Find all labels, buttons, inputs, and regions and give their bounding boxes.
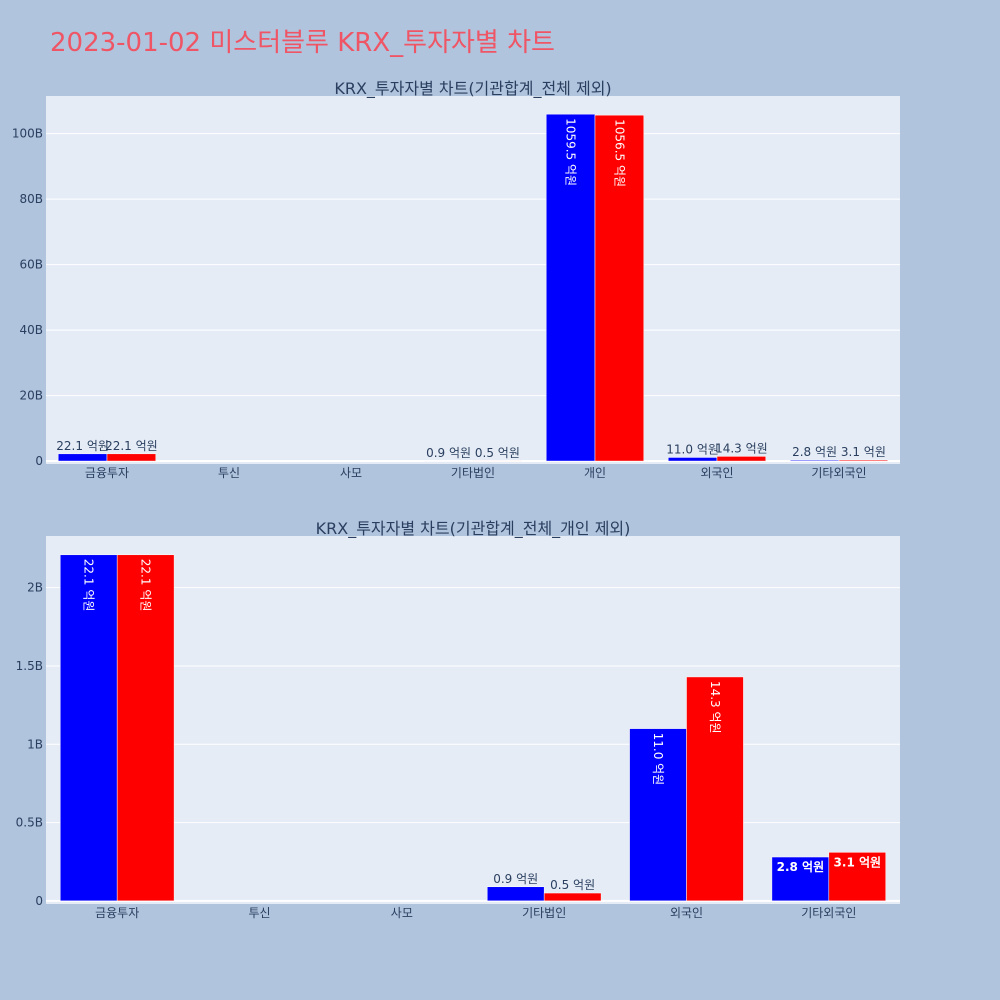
- data-label: 3.1 억원: [841, 445, 886, 459]
- data-label: 22.1 억원: [105, 439, 158, 453]
- data-label: 11.0 억원: [666, 442, 719, 456]
- x-tick-label: 기타법인: [522, 906, 566, 920]
- data-label: 0.5 억원: [475, 446, 520, 460]
- plot-area: [46, 96, 900, 464]
- chart-1: 0 20B 40B 60B 80B 100B KRX_투자자별 차트(기관합계_전체 제외)…: [12, 79, 900, 480]
- x-tick-label: 투신: [248, 906, 270, 920]
- bar: [59, 554, 118, 902]
- bar: [106, 453, 157, 462]
- x-tick-label: 금융투자: [85, 466, 129, 480]
- data-label: 22.1 억원: [56, 439, 109, 453]
- data-label: 14.3 억원: [708, 681, 722, 734]
- x-tick-label: 금융투자: [95, 906, 139, 920]
- bar: [543, 892, 602, 902]
- bar: [116, 554, 175, 902]
- x-tick-label: 투신: [218, 466, 240, 480]
- data-label: 2.8 억원: [792, 445, 837, 459]
- x-tick-label: 외국인: [700, 466, 733, 480]
- bar: [57, 453, 108, 462]
- data-label: 11.0 억원: [651, 733, 665, 786]
- chart-2: 0 0.5B 1B 1.5B 2B KRX_투자자별 차트(기관합계_전체_개인 제외) 금…: [16, 519, 900, 920]
- bar: [771, 856, 830, 902]
- y-tick-label: 40B: [19, 323, 43, 337]
- data-label: 3.1 억원: [834, 855, 882, 869]
- chart-title: KRX_투자자별 차트(기관합계_전체_개인 제외): [316, 519, 631, 539]
- x-tick-label: 사모: [340, 466, 362, 480]
- y-tick-label: 80B: [19, 192, 43, 206]
- y-tick-label: 1.5B: [16, 659, 43, 673]
- bar: [838, 459, 889, 462]
- bar: [594, 114, 645, 462]
- x-tick-label: 외국인: [670, 906, 703, 920]
- data-label: 1056.5 억원: [612, 119, 626, 187]
- bar: [716, 456, 767, 462]
- x-tick-label: 기타법인: [451, 466, 495, 480]
- data-label: 1059.5 억원: [564, 118, 578, 186]
- data-label: 0.9 억원: [426, 446, 471, 460]
- y-tick-label: 100B: [12, 127, 43, 141]
- data-label: 22.1 억원: [139, 559, 153, 612]
- y-tick-label: 2B: [27, 581, 43, 595]
- data-label: 0.5 억원: [550, 878, 595, 892]
- x-tick-label: 기타외국인: [811, 466, 866, 480]
- x-tick-label: 기타외국인: [801, 906, 856, 920]
- data-label: 22.1 억원: [82, 559, 96, 612]
- data-label: 2.8 억원: [777, 860, 825, 874]
- y-tick-label: 60B: [19, 258, 43, 272]
- y-tick-label: 0: [35, 894, 43, 908]
- y-tick-label: 1B: [27, 737, 43, 751]
- y-tick-label: 20B: [19, 389, 43, 403]
- bar: [667, 457, 718, 462]
- x-tick-label: 개인: [584, 466, 606, 480]
- x-tick-label: 사모: [391, 906, 413, 920]
- bar: [486, 886, 545, 902]
- data-label: 14.3 억원: [715, 441, 768, 455]
- y-tick-label: 0: [35, 454, 43, 468]
- plot-area: [46, 536, 900, 904]
- data-label: 0.9 억원: [493, 872, 538, 886]
- y-tick-label: 0.5B: [16, 816, 43, 830]
- bar: [789, 459, 840, 462]
- chart-title: KRX_투자자별 차트(기관합계_전체 제외): [334, 79, 611, 99]
- bar: [686, 676, 744, 902]
- bar: [828, 852, 887, 902]
- page-title: 2023-01-02 미스터블루 KRX_투자자별 차트: [50, 28, 555, 58]
